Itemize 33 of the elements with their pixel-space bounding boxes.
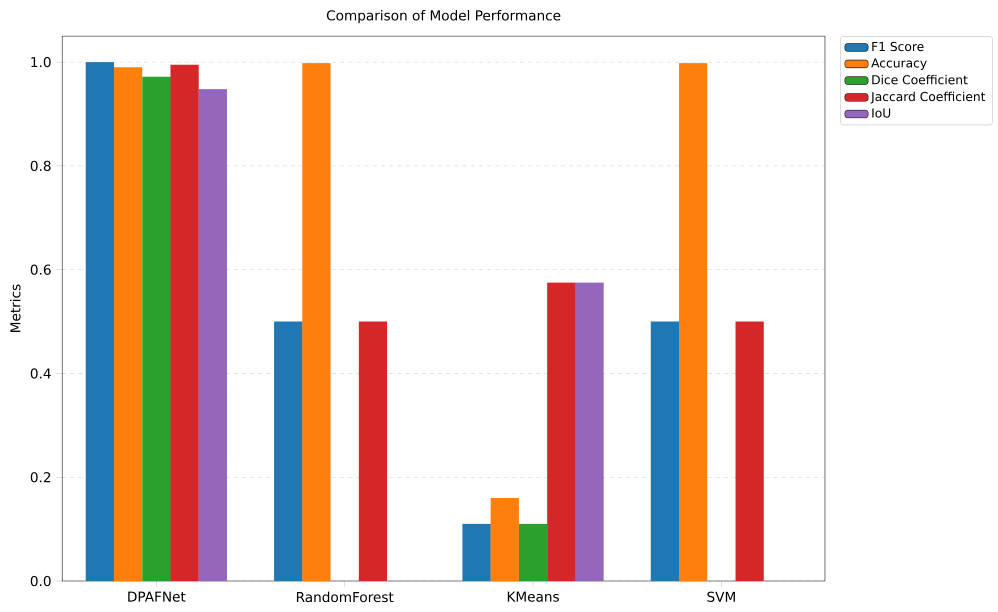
bar <box>736 321 764 581</box>
x-tick-label: KMeans <box>508 592 559 602</box>
bar <box>114 67 142 581</box>
y-tick-label: 0.8 <box>30 160 51 171</box>
y-tick-label: 0.6 <box>30 264 51 275</box>
y-tick-label: 0.4 <box>30 368 51 379</box>
y-axis-title: Metrics <box>10 284 21 332</box>
y-tick-label: 0.2 <box>30 472 50 482</box>
x-tick-label: RandomForest <box>296 592 394 602</box>
legend-label: Jaccard Coefficient <box>870 92 986 104</box>
bar <box>679 63 708 581</box>
bar <box>547 282 576 581</box>
x-tick-label: DPAFNet <box>128 592 186 602</box>
bar <box>170 64 199 581</box>
y-tick-label: 0.0 <box>30 576 51 586</box>
bar <box>462 524 491 581</box>
bar <box>490 498 519 581</box>
legend-label: IoU <box>872 108 890 118</box>
bar <box>518 524 548 581</box>
bar <box>302 63 331 581</box>
bar <box>650 321 680 581</box>
bar <box>142 76 170 581</box>
bar <box>86 62 114 581</box>
bar <box>358 321 388 581</box>
x-tick-label: SVM <box>707 592 735 602</box>
bar <box>198 89 227 581</box>
legend-label: Accuracy <box>871 58 927 70</box>
y-tick-label: 1.0 <box>31 56 51 68</box>
chart-title: Comparison of Model Performance <box>326 10 560 24</box>
legend-label: Dice Coefficient <box>872 74 968 84</box>
legend-label: F1 Score <box>872 42 924 52</box>
bar <box>274 321 302 581</box>
bar <box>575 282 604 581</box>
